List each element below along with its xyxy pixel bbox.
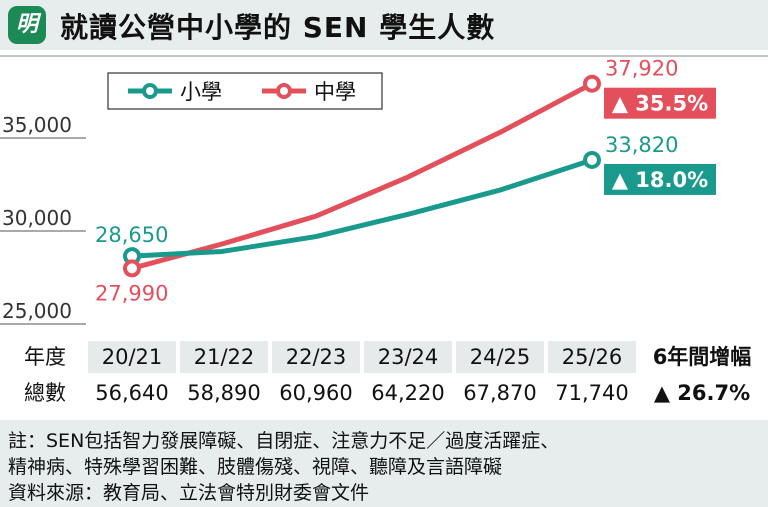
- data-label: 28,650: [95, 223, 168, 247]
- total-cell: 71,740: [555, 381, 629, 405]
- change-header: 6年間增幅: [652, 345, 752, 369]
- total-change: ▲ 26.7%: [653, 381, 751, 405]
- legend-marker: [276, 83, 292, 99]
- data-label: 37,920: [605, 57, 678, 81]
- y-tick-label: 35,000: [2, 113, 72, 137]
- total-cell: 58,890: [187, 381, 261, 405]
- change-badge: [604, 163, 716, 195]
- change-badge: [604, 87, 716, 119]
- data-label: 27,990: [95, 281, 168, 305]
- notes-footer: 註：SEN包括智力發展障礙、自閉症、注意力不足／過度活躍症、 精神病、特殊學習困…: [0, 420, 768, 507]
- note-line-2: 精神病、特殊學習困難、肢體傷殘、視障、聽障及言語障礙: [8, 456, 503, 478]
- series-line: [129, 81, 595, 271]
- year-cell: 23/24: [364, 341, 452, 373]
- year-cell: 25/26: [548, 341, 636, 373]
- legend-label: 中學: [314, 80, 356, 104]
- total-cell: 64,220: [371, 381, 445, 405]
- year-row-label: 年度: [24, 345, 66, 369]
- total-row-label: 總數: [24, 381, 66, 405]
- table-header-row: 年度 20/21 21/22 22/23 23/24 24/25 25/26 6年間增幅: [0, 340, 768, 374]
- data-point: [123, 259, 141, 278]
- year-cell: 24/25: [456, 341, 544, 373]
- logo: 明: [8, 6, 46, 44]
- change-badge-text: ▲ 18.0%: [612, 168, 708, 192]
- total-cell: 67,870: [463, 381, 537, 405]
- y-tick-label: 25,000: [2, 299, 72, 323]
- header-bar: 明 就讀公營中小學的 SEN 學生人數: [0, 0, 768, 50]
- legend-marker: [142, 83, 158, 99]
- note-source: 資料來源：教育局、立法會特別財委會文件: [8, 482, 370, 504]
- total-cell: 60,960: [279, 381, 353, 405]
- chart-title: 就讀公營中小學的 SEN 學生人數: [60, 11, 496, 44]
- data-label: 33,820: [605, 133, 678, 157]
- table-total-row: 總數 56,640 58,890 60,960 64,220 67,870 71,740 …: [0, 376, 768, 410]
- legend-label: 小學: [180, 80, 222, 104]
- year-cell: 22/23: [272, 341, 360, 373]
- data-point: [583, 74, 601, 93]
- line-chart: 35,000 30,000 25,000 小學 中學 28,650 27,990 37,9…: [0, 55, 768, 325]
- y-tick-label: 30,000: [2, 206, 72, 230]
- note-line-1: 註：SEN包括智力發展障礙、自閉症、注意力不足／過度活躍症、: [8, 430, 560, 452]
- change-badge-text: ▲ 35.5%: [612, 92, 708, 116]
- data-point: [583, 150, 601, 169]
- total-cell: 56,640: [95, 381, 169, 405]
- series-line: [129, 157, 595, 259]
- year-table: 年度 20/21 21/22 22/23 23/24 24/25 25/26 6年間增幅 …: [0, 340, 768, 412]
- year-cell: 20/21: [88, 341, 176, 373]
- year-cell: 21/22: [180, 341, 268, 373]
